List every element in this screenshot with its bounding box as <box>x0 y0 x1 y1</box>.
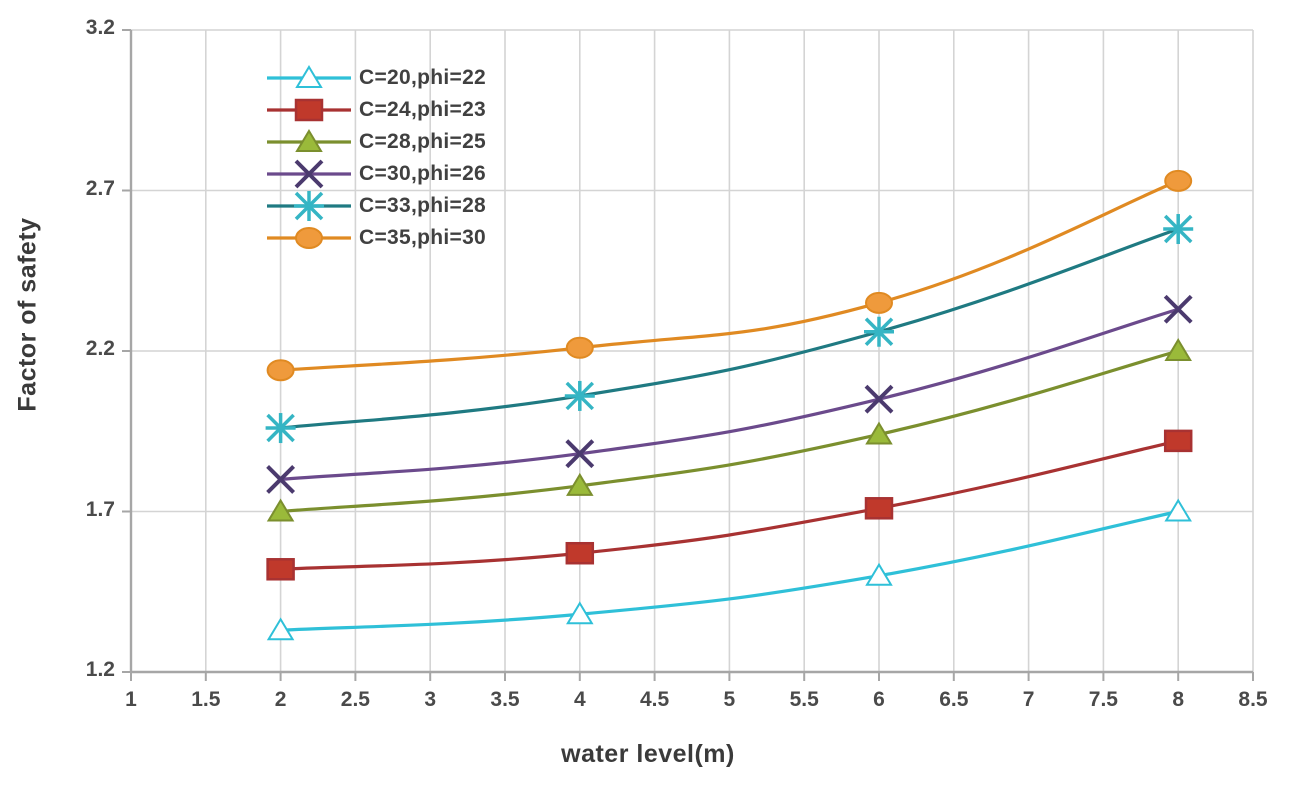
legend-swatch-triangle-icon <box>267 65 351 88</box>
series-1 <box>266 429 1193 581</box>
data-marker-triangle <box>566 601 594 625</box>
data-marker-circle <box>266 359 295 382</box>
legend-swatch-square-icon <box>267 98 351 122</box>
x-axis-tick-label: 3.5 <box>490 688 520 711</box>
x-axis-tick-label: 7 <box>1022 688 1035 711</box>
data-marker-triangle <box>566 472 594 496</box>
x-axis-tick-label: 5.5 <box>789 688 819 711</box>
data-marker-x <box>864 384 894 414</box>
x-axis-tick-label: 1.5 <box>191 688 221 711</box>
legend-swatch-star-icon <box>267 191 351 221</box>
series-5 <box>266 169 1193 382</box>
series-0 <box>266 498 1192 641</box>
x-axis-tick-label: 3 <box>424 688 437 711</box>
y-axis-tick-label: 1.7 <box>85 497 115 521</box>
data-marker-triangle <box>295 65 323 88</box>
y-axis-title: Factor of safety <box>13 217 42 412</box>
legend-item[interactable]: C=24,phi=23 <box>265 94 486 126</box>
data-marker-square <box>294 98 324 122</box>
series-line <box>279 439 1180 571</box>
data-marker-triangle <box>1164 338 1192 361</box>
x-axis-tick-label: 5 <box>723 688 736 711</box>
y-axis-tick-label: 3.2 <box>85 16 115 39</box>
data-marker-circle <box>1164 169 1193 192</box>
data-marker-x <box>1163 294 1193 324</box>
y-axis-tick-label: 2.7 <box>85 176 115 200</box>
series-2 <box>266 338 1192 522</box>
series-line <box>279 509 1180 632</box>
data-marker-x <box>266 464 296 494</box>
x-axis-tick-label: 1 <box>125 688 137 711</box>
legend-item[interactable]: C=33,phi=28 <box>265 190 486 222</box>
data-marker-x <box>294 159 324 189</box>
series-4 <box>265 214 1194 444</box>
legend-label: C=24,phi=23 <box>359 98 487 121</box>
x-axis-tick-label: 2 <box>274 688 287 711</box>
series-3 <box>266 294 1193 494</box>
legend-item[interactable]: C=28,phi=25 <box>265 126 486 158</box>
x-axis-tick-label: 8 <box>1172 688 1185 711</box>
legend-item[interactable]: C=30,phi=26 <box>265 158 486 190</box>
x-axis-title: water level(m) <box>561 740 735 768</box>
x-axis-tick-label: 4.5 <box>639 688 670 711</box>
data-marker-circle <box>865 291 893 314</box>
series-line <box>279 227 1180 430</box>
legend-label: C=28,phi=25 <box>359 130 487 153</box>
legend-item[interactable]: C=20,phi=22 <box>265 62 486 94</box>
data-marker-square <box>864 497 894 520</box>
legend-swatch-circle-icon <box>267 227 351 249</box>
legend-swatch-x-icon <box>267 159 351 189</box>
legend-label: C=20,phi=22 <box>359 66 487 89</box>
x-axis-tick-label: 6.5 <box>939 688 969 711</box>
legend-label: C=35,phi=30 <box>359 226 487 249</box>
data-marker-triangle <box>266 617 295 641</box>
legend-item[interactable]: C=35,phi=30 <box>265 222 486 254</box>
series-line <box>279 179 1180 372</box>
series-line <box>279 307 1180 481</box>
series-line <box>279 349 1180 514</box>
data-marker-circle <box>295 227 323 249</box>
y-axis-tick-label: 1.2 <box>85 658 115 681</box>
data-marker-square <box>1163 429 1193 453</box>
x-axis-tick-label: 7.5 <box>1088 688 1118 711</box>
data-marker-triangle <box>865 421 893 445</box>
data-marker-triangle <box>865 562 893 586</box>
data-marker-circle <box>565 336 594 359</box>
legend-label: C=33,phi=28 <box>359 194 487 217</box>
data-marker-x <box>565 439 595 469</box>
legend-swatch-triangle-icon <box>267 129 351 152</box>
data-marker-square <box>565 541 595 565</box>
data-marker-triangle <box>266 498 295 522</box>
x-axis-tick-label: 6 <box>873 688 885 711</box>
x-axis-tick-label: 8.5 <box>1238 688 1268 711</box>
data-marker-triangle <box>295 129 323 152</box>
data-marker-triangle <box>1164 498 1192 522</box>
legend-label: C=30,phi=26 <box>359 162 487 185</box>
y-axis-tick-label: 2.2 <box>85 337 115 360</box>
x-axis-tick-label: 2.5 <box>340 688 370 711</box>
x-axis-tick-label: 4 <box>573 688 586 711</box>
data-marker-square <box>266 558 295 581</box>
